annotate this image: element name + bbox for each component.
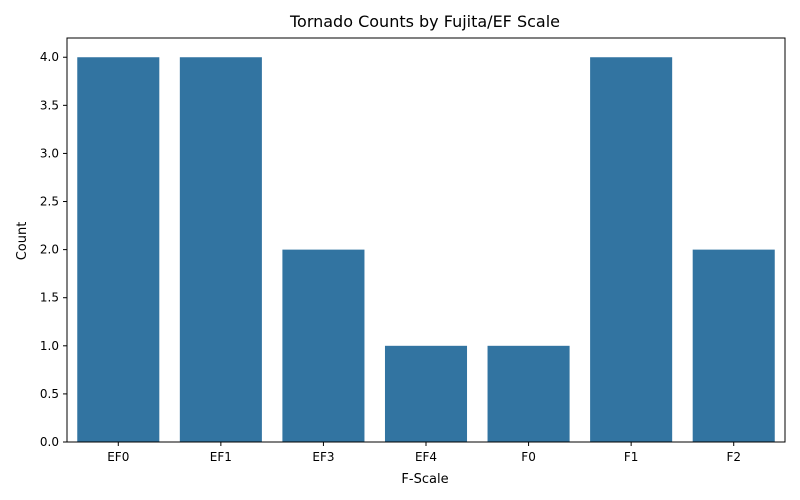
bar-f0 [487, 345, 570, 442]
x-tick-label-ef0: EF0 [107, 450, 129, 464]
y-tick-label: 2.0 [40, 243, 59, 257]
x-tick-label-f1: F1 [624, 450, 639, 464]
y-tick-label: 4.0 [40, 50, 59, 64]
y-axis-label: Count [15, 222, 30, 261]
y-tick-label: 3.0 [40, 146, 59, 160]
bar-ef1 [179, 57, 262, 443]
x-tick-label-ef3: EF3 [312, 450, 334, 464]
x-tick-label-f0: F0 [521, 450, 536, 464]
y-tick-label: 2.5 [40, 195, 59, 209]
x-axis: EF0 EF1 EF3 EF4 F0 F1 F2 [107, 442, 741, 464]
y-axis: 0.0 0.5 1.0 1.5 2.0 2.5 3.0 3.5 4.0 [40, 50, 67, 449]
x-tick-label-ef1: EF1 [210, 450, 232, 464]
x-axis-label: F-Scale [401, 472, 448, 487]
bar-f1 [590, 57, 673, 443]
y-tick-label: 0.5 [40, 387, 59, 401]
y-tick-label: 3.5 [40, 98, 59, 112]
bar-ef0 [77, 57, 160, 443]
chart-title: Tornado Counts by Fujita/EF Scale [289, 12, 560, 31]
bar-f2 [692, 249, 775, 442]
y-tick-label: 1.5 [40, 291, 59, 305]
bar-ef3 [282, 249, 365, 442]
x-tick-label-ef4: EF4 [415, 450, 437, 464]
bar-ef4 [384, 345, 468, 442]
bars-group [77, 57, 775, 443]
x-tick-label-f2: F2 [726, 450, 741, 464]
y-tick-label: 1.0 [40, 339, 59, 353]
plot-frame [66, 37, 786, 443]
y-tick-label: 0.0 [40, 435, 59, 449]
